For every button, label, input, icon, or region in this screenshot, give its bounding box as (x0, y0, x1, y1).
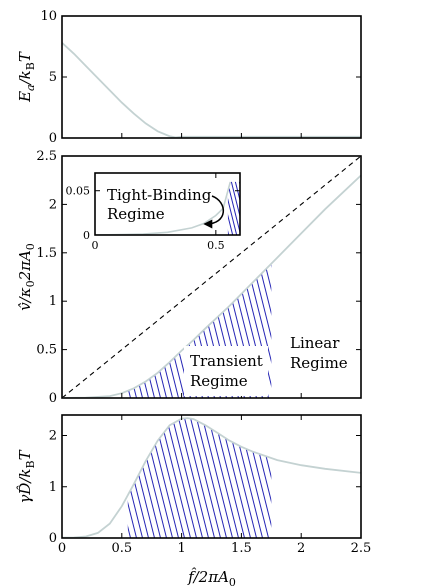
middle-hatch-line (269, 263, 272, 398)
bottom-hatch-line (164, 418, 199, 538)
bottom-hatch-line (170, 418, 205, 538)
bottom-xtick-label: 2 (297, 541, 305, 556)
bottom-hatch (127, 418, 272, 538)
bottom-hatch-line (182, 418, 217, 538)
top-ytick-label: 5 (49, 70, 57, 85)
transient-label-background (184, 346, 268, 396)
bottom-hatch-line (127, 418, 145, 538)
bottom-hatch-line (248, 418, 272, 538)
inset-hatch-line (227, 181, 239, 235)
tight-binding-label-line-2: Regime (107, 205, 165, 223)
bottom-axes-frame (61, 414, 362, 539)
bottom-ytick-label: 1 (49, 480, 57, 495)
identity-dashed-line (62, 156, 361, 398)
inset-hatch-line (227, 181, 235, 235)
inset-background (95, 173, 240, 235)
velocity-panel: 0 0.5 1 1.5 2 2.5 v̂/κ02πA0 Linear Regime Tra… (16, 149, 362, 406)
linear-regime-label-line-1: Linear (290, 334, 340, 352)
curved-arrow (203, 195, 224, 229)
bottom-hatch-line (152, 418, 187, 538)
bottom-xtick-label: 1 (177, 541, 185, 556)
middle-hatch-line (137, 263, 175, 398)
middle-hatch-line (90, 259, 126, 403)
middle-ytick-label: 2 (49, 197, 57, 212)
middle-y-axis-label: v̂/κ02πA0 (16, 243, 37, 311)
transient-regime-label-line-2: Regime (190, 372, 248, 390)
bottom-hatch-line (212, 418, 247, 538)
bottom-hatch-line (218, 418, 253, 538)
middle-axes-frame (61, 155, 362, 399)
bottom-hatch-line (176, 418, 211, 538)
inset-xtick-label: 0.5 (207, 239, 225, 252)
middle-hatch-line (127, 263, 145, 398)
top-ytick-label: 0 (49, 131, 57, 146)
inset-xtick-label: 0 (92, 239, 99, 252)
top-y-axis-label: Ea/kBT (16, 51, 37, 103)
tight-binding-inset: 0 0.05 0 0.5 Tight-Binding Regime (66, 172, 241, 252)
energy-curve (62, 42, 361, 138)
middle-hatch-line (131, 263, 169, 398)
middle-hatch-line (127, 263, 133, 398)
middle-ytick-label: 2.5 (36, 149, 57, 164)
inset-curve (95, 181, 232, 235)
inset-hatch-line (233, 181, 240, 235)
middle-ytick-label: 0 (49, 391, 57, 406)
bottom-hatch-line (158, 418, 193, 538)
middle-hatch-line (127, 263, 157, 398)
tight-binding-label-line-1: Tight-Binding (107, 186, 212, 204)
bottom-xtick-label: 0.5 (111, 541, 132, 556)
middle-ytick-label: 1 (49, 294, 57, 309)
velocity-curve (62, 174, 361, 398)
bottom-hatch-line (127, 418, 139, 538)
bottom-hatch-line (127, 418, 151, 538)
diffusion-curve (62, 417, 361, 538)
bottom-hatch-line (254, 418, 272, 538)
bottom-hatch-line (127, 418, 157, 538)
bottom-xtick-label: 0 (58, 541, 66, 556)
bottom-ytick-label: 0 (49, 531, 57, 546)
linear-regime-label-line-2: Regime (290, 354, 348, 372)
middle-hatch-line (127, 263, 163, 398)
x-axis-label: f̂/2πA0 (187, 568, 236, 588)
bottom-hatch-line (206, 418, 241, 538)
energy-barrier-panel: 0 5 10 Ea/kBT (16, 9, 362, 146)
middle-ytick-label: 1.5 (36, 246, 57, 261)
inset-ytick-label: 0.05 (66, 185, 91, 198)
inset-hatch-line (229, 181, 240, 235)
bottom-hatch-line (188, 418, 223, 538)
inset-ytick-label: 0 (83, 229, 90, 242)
bottom-hatch-line (224, 418, 259, 538)
bottom-hatch-line (127, 418, 133, 538)
middle-hatch-line (149, 263, 187, 398)
bottom-hatch-line (200, 418, 235, 538)
middle-hatch-line (251, 263, 272, 398)
top-ytick-label: 10 (40, 9, 57, 24)
middle-ytick-label: 0.5 (36, 343, 57, 358)
bottom-xtick-label: 2.5 (351, 541, 372, 556)
middle-hatch-line (257, 263, 272, 398)
middle-hatch-line (127, 263, 139, 398)
bottom-ytick-label: 2 (49, 429, 57, 444)
transient-regime-label-line-1: Transient (190, 352, 263, 370)
bottom-hatch-line (260, 418, 272, 538)
top-axes-frame (61, 15, 362, 139)
bottom-xtick-label: 1.5 (231, 541, 252, 556)
bottom-hatch-line (140, 418, 175, 538)
middle-hatch-line (143, 263, 181, 398)
middle-hatch-line (263, 263, 272, 398)
bottom-hatch-line (230, 418, 265, 538)
bottom-hatch-line (194, 418, 229, 538)
bottom-hatch-line (266, 418, 272, 538)
inset-axes-frame (94, 172, 241, 236)
bottom-hatch-line (128, 418, 163, 538)
bottom-y-axis-label: γD̂/kBT (16, 449, 37, 503)
bottom-hatch-line (242, 418, 272, 538)
bottom-hatch-line (236, 418, 271, 538)
diffusion-panel: 0 1 2 0 0.5 1 1.5 2 2.5 γD̂/kBT f̂/2πA0 (16, 414, 372, 588)
